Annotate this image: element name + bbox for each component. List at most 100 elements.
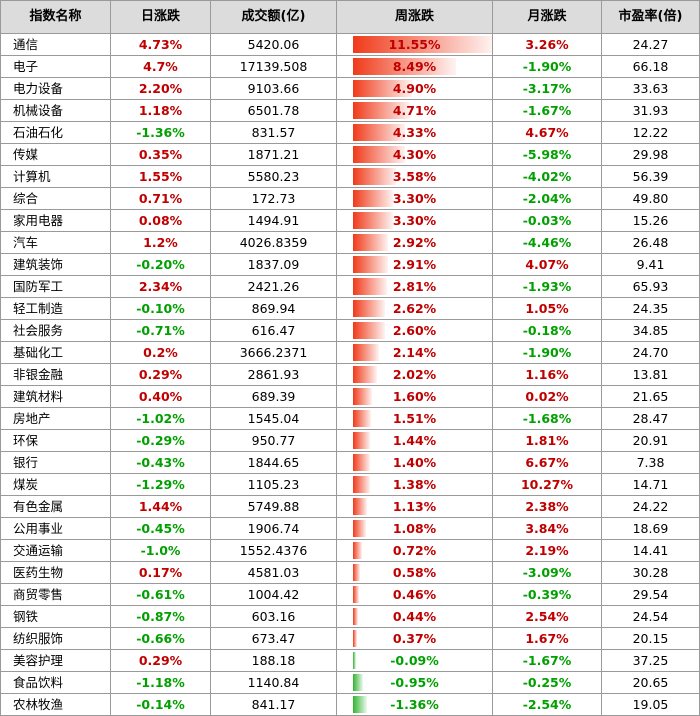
cell-pe-ratio: 26.48: [601, 231, 700, 254]
cell-monthly-change: 6.67%: [492, 451, 602, 474]
table-row[interactable]: 社会服务 -0.71% 616.47 2.60% -0.18% 34.85: [0, 319, 700, 342]
cell-pe-ratio: 20.91: [601, 429, 700, 452]
cell-index-name: 食品饮料: [0, 671, 111, 694]
cell-monthly-change: -1.67%: [492, 99, 602, 122]
cell-monthly-change: 2.38%: [492, 495, 602, 518]
table-row[interactable]: 有色金属 1.44% 5749.88 1.13% 2.38% 24.22: [0, 495, 700, 518]
cell-pe-ratio: 7.38: [601, 451, 700, 474]
cell-weekly-change: 1.40%: [336, 451, 493, 474]
table-row[interactable]: 电子 4.7% 17139.508 8.49% -1.90% 66.18: [0, 55, 700, 78]
table-row[interactable]: 传媒 0.35% 1871.21 4.30% -5.98% 29.98: [0, 143, 700, 166]
weekly-change-bar: [353, 586, 359, 603]
cell-turnover: 1140.84: [210, 671, 337, 694]
weekly-change-value: 2.02%: [392, 367, 437, 382]
cell-index-name: 钢铁: [0, 605, 111, 628]
header-monthly-change[interactable]: 月涨跌: [492, 0, 602, 34]
cell-daily-change: -0.87%: [110, 605, 211, 628]
weekly-change-bar: [353, 36, 492, 53]
table-row[interactable]: 通信 4.73% 5420.06 11.55% 3.26% 24.27: [0, 33, 700, 56]
cell-daily-change: 2.20%: [110, 77, 211, 100]
cell-index-name: 传媒: [0, 143, 111, 166]
cell-daily-change: 0.17%: [110, 561, 211, 584]
table-row[interactable]: 纺织服饰 -0.66% 673.47 0.37% 1.67% 20.15: [0, 627, 700, 650]
cell-weekly-change: 2.62%: [336, 297, 493, 320]
cell-turnover: 17139.508: [210, 55, 337, 78]
cell-pe-ratio: 15.26: [601, 209, 700, 232]
cell-daily-change: 4.73%: [110, 33, 211, 56]
table-row[interactable]: 农林牧渔 -0.14% 841.17 -1.36% -2.54% 19.05: [0, 693, 700, 716]
cell-monthly-change: -3.09%: [492, 561, 602, 584]
header-daily-change[interactable]: 日涨跌: [110, 0, 211, 34]
cell-monthly-change: 2.54%: [492, 605, 602, 628]
cell-daily-change: 0.29%: [110, 363, 211, 386]
table-row[interactable]: 轻工制造 -0.10% 869.94 2.62% 1.05% 24.35: [0, 297, 700, 320]
table-row[interactable]: 美容护理 0.29% 188.18 -0.09% -1.67% 37.25: [0, 649, 700, 672]
cell-monthly-change: -2.04%: [492, 187, 602, 210]
cell-turnover: 841.17: [210, 693, 337, 716]
cell-monthly-change: -4.02%: [492, 165, 602, 188]
table-row[interactable]: 机械设备 1.18% 6501.78 4.71% -1.67% 31.93: [0, 99, 700, 122]
header-index-name[interactable]: 指数名称: [0, 0, 111, 34]
table-row[interactable]: 银行 -0.43% 1844.65 1.40% 6.67% 7.38: [0, 451, 700, 474]
table-row[interactable]: 医药生物 0.17% 4581.03 0.58% -3.09% 30.28: [0, 561, 700, 584]
table-row[interactable]: 商贸零售 -0.61% 1004.42 0.46% -0.39% 29.54: [0, 583, 700, 606]
weekly-change-bar: [353, 256, 388, 273]
cell-weekly-change: 2.92%: [336, 231, 493, 254]
cell-index-name: 纺织服饰: [0, 627, 111, 650]
table-row[interactable]: 家用电器 0.08% 1494.91 3.30% -0.03% 15.26: [0, 209, 700, 232]
header-weekly-change[interactable]: 周涨跌: [336, 0, 493, 34]
header-pe-ratio[interactable]: 市盈率(倍): [601, 0, 700, 34]
cell-monthly-change: -5.98%: [492, 143, 602, 166]
cell-pe-ratio: 29.54: [601, 583, 700, 606]
table-row[interactable]: 房地产 -1.02% 1545.04 1.51% -1.68% 28.47: [0, 407, 700, 430]
table-row[interactable]: 食品饮料 -1.18% 1140.84 -0.95% -0.25% 20.65: [0, 671, 700, 694]
cell-turnover: 1552.4376: [210, 539, 337, 562]
cell-turnover: 1837.09: [210, 253, 337, 276]
cell-monthly-change: -1.68%: [492, 407, 602, 430]
table-row[interactable]: 建筑材料 0.40% 689.39 1.60% 0.02% 21.65: [0, 385, 700, 408]
cell-weekly-change: 3.58%: [336, 165, 493, 188]
table-row[interactable]: 汽车 1.2% 4026.8359 2.92% -4.46% 26.48: [0, 231, 700, 254]
weekly-change-bar: [353, 630, 357, 647]
cell-turnover: 9103.66: [210, 77, 337, 100]
cell-pe-ratio: 65.93: [601, 275, 700, 298]
table-row[interactable]: 交通运输 -1.0% 1552.4376 0.72% 2.19% 14.41: [0, 539, 700, 562]
cell-pe-ratio: 14.41: [601, 539, 700, 562]
cell-weekly-change: 4.71%: [336, 99, 493, 122]
cell-index-name: 计算机: [0, 165, 111, 188]
table-row[interactable]: 煤炭 -1.29% 1105.23 1.38% 10.27% 14.71: [0, 473, 700, 496]
table-row[interactable]: 建筑装饰 -0.20% 1837.09 2.91% 4.07% 9.41: [0, 253, 700, 276]
weekly-change-value: 2.81%: [392, 279, 437, 294]
weekly-change-value: 1.08%: [392, 521, 437, 536]
header-turnover[interactable]: 成交额(亿): [210, 0, 337, 34]
weekly-change-value: 2.92%: [392, 235, 437, 250]
table-row[interactable]: 国防军工 2.34% 2421.26 2.81% -1.93% 65.93: [0, 275, 700, 298]
table-row[interactable]: 石油石化 -1.36% 831.57 4.33% 4.67% 12.22: [0, 121, 700, 144]
table-row[interactable]: 综合 0.71% 172.73 3.30% -2.04% 49.80: [0, 187, 700, 210]
table-row[interactable]: 环保 -0.29% 950.77 1.44% 1.81% 20.91: [0, 429, 700, 452]
table-row[interactable]: 电力设备 2.20% 9103.66 4.90% -3.17% 33.63: [0, 77, 700, 100]
cell-weekly-change: 1.44%: [336, 429, 493, 452]
table-row[interactable]: 计算机 1.55% 5580.23 3.58% -4.02% 56.39: [0, 165, 700, 188]
table-row[interactable]: 基础化工 0.2% 3666.2371 2.14% -1.90% 24.70: [0, 341, 700, 364]
cell-weekly-change: 4.30%: [336, 143, 493, 166]
cell-turnover: 1494.91: [210, 209, 337, 232]
cell-pe-ratio: 12.22: [601, 121, 700, 144]
cell-pe-ratio: 28.47: [601, 407, 700, 430]
weekly-change-bar: [353, 454, 370, 471]
cell-weekly-change: 2.14%: [336, 341, 493, 364]
cell-weekly-change: 4.90%: [336, 77, 493, 100]
cell-turnover: 616.47: [210, 319, 337, 342]
table-row[interactable]: 非银金融 0.29% 2861.93 2.02% 1.16% 13.81: [0, 363, 700, 386]
weekly-change-bar: [353, 388, 372, 405]
cell-weekly-change: 1.51%: [336, 407, 493, 430]
weekly-change-bar: [353, 58, 456, 75]
cell-pe-ratio: 20.15: [601, 627, 700, 650]
cell-turnover: 689.39: [210, 385, 337, 408]
cell-pe-ratio: 49.80: [601, 187, 700, 210]
table-row[interactable]: 钢铁 -0.87% 603.16 0.44% 2.54% 24.54: [0, 605, 700, 628]
table-row[interactable]: 公用事业 -0.45% 1906.74 1.08% 3.84% 18.69: [0, 517, 700, 540]
cell-index-name: 综合: [0, 187, 111, 210]
cell-pe-ratio: 9.41: [601, 253, 700, 276]
